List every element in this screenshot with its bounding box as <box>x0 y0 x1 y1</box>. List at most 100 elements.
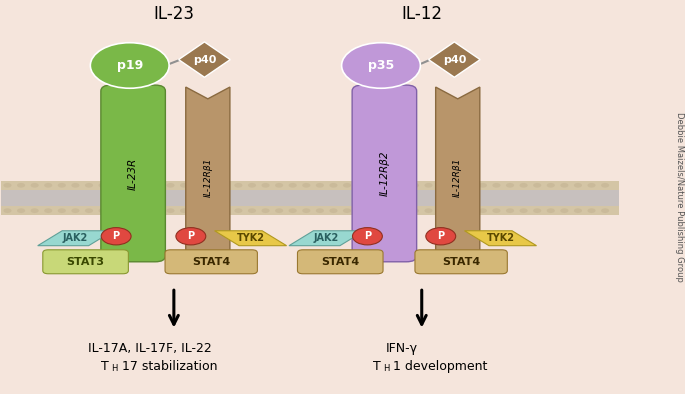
Text: P: P <box>112 231 120 241</box>
Circle shape <box>207 183 215 188</box>
Circle shape <box>234 208 242 213</box>
Text: P: P <box>187 231 195 241</box>
Text: p40: p40 <box>443 55 466 65</box>
Circle shape <box>275 208 283 213</box>
Circle shape <box>288 183 297 188</box>
Circle shape <box>588 183 595 188</box>
Circle shape <box>560 208 569 213</box>
Circle shape <box>426 228 456 245</box>
FancyBboxPatch shape <box>415 250 508 274</box>
Circle shape <box>465 208 473 213</box>
Text: STAT4: STAT4 <box>192 257 230 267</box>
Circle shape <box>85 183 93 188</box>
FancyBboxPatch shape <box>101 85 165 262</box>
Circle shape <box>316 208 324 213</box>
Circle shape <box>194 183 201 188</box>
Circle shape <box>71 183 79 188</box>
Text: IL-17A, IL-17F, IL-22: IL-17A, IL-17F, IL-22 <box>88 342 212 355</box>
Circle shape <box>139 208 147 213</box>
Circle shape <box>506 183 514 188</box>
Circle shape <box>58 208 66 213</box>
Circle shape <box>519 183 527 188</box>
Circle shape <box>438 183 446 188</box>
Circle shape <box>17 183 25 188</box>
Circle shape <box>99 183 107 188</box>
Text: IL-12Rβ1: IL-12Rβ1 <box>203 158 212 197</box>
Circle shape <box>357 183 364 188</box>
Circle shape <box>112 183 121 188</box>
Circle shape <box>316 183 324 188</box>
Circle shape <box>153 208 161 213</box>
FancyBboxPatch shape <box>165 250 258 274</box>
Circle shape <box>370 208 378 213</box>
Circle shape <box>180 183 188 188</box>
Circle shape <box>153 183 161 188</box>
Polygon shape <box>179 42 230 77</box>
Circle shape <box>221 183 229 188</box>
Bar <box>1 181 619 215</box>
Circle shape <box>85 208 93 213</box>
Text: IL-23: IL-23 <box>153 6 195 23</box>
Circle shape <box>329 208 338 213</box>
Circle shape <box>3 183 12 188</box>
Circle shape <box>601 183 609 188</box>
Circle shape <box>465 183 473 188</box>
Circle shape <box>125 208 134 213</box>
Text: IL-12Rβ2: IL-12Rβ2 <box>379 151 389 196</box>
Circle shape <box>221 208 229 213</box>
Circle shape <box>506 208 514 213</box>
Circle shape <box>370 183 378 188</box>
Polygon shape <box>289 231 364 246</box>
Circle shape <box>574 208 582 213</box>
Text: p40: p40 <box>192 55 216 65</box>
Text: TYK2: TYK2 <box>236 233 264 243</box>
Polygon shape <box>429 42 480 77</box>
Circle shape <box>519 208 527 213</box>
Text: IL-12: IL-12 <box>401 6 443 23</box>
Text: STAT4: STAT4 <box>321 257 360 267</box>
Circle shape <box>533 208 541 213</box>
Circle shape <box>99 208 107 213</box>
Circle shape <box>44 183 52 188</box>
Circle shape <box>17 208 25 213</box>
FancyBboxPatch shape <box>352 85 416 262</box>
Text: p35: p35 <box>368 59 394 72</box>
Circle shape <box>44 208 52 213</box>
Circle shape <box>176 228 206 245</box>
Text: Debbie Maizels/Nature Publishing Group: Debbie Maizels/Nature Publishing Group <box>675 112 684 282</box>
Circle shape <box>343 208 351 213</box>
Circle shape <box>588 208 595 213</box>
Circle shape <box>533 183 541 188</box>
Circle shape <box>31 208 39 213</box>
Circle shape <box>207 208 215 213</box>
Text: H: H <box>383 364 389 373</box>
Circle shape <box>342 43 421 88</box>
Circle shape <box>438 208 446 213</box>
Circle shape <box>248 208 256 213</box>
Polygon shape <box>464 231 536 246</box>
Circle shape <box>451 183 460 188</box>
Circle shape <box>71 208 79 213</box>
Circle shape <box>574 183 582 188</box>
Polygon shape <box>38 231 113 246</box>
Circle shape <box>262 183 270 188</box>
Circle shape <box>58 183 66 188</box>
Circle shape <box>601 208 609 213</box>
Circle shape <box>125 183 134 188</box>
Circle shape <box>425 183 433 188</box>
Polygon shape <box>186 87 230 256</box>
Circle shape <box>479 208 487 213</box>
Text: 17 stabilization: 17 stabilization <box>121 360 217 373</box>
Circle shape <box>479 183 487 188</box>
Circle shape <box>31 183 39 188</box>
Text: TYK2: TYK2 <box>486 233 514 243</box>
Circle shape <box>275 183 283 188</box>
Text: STAT3: STAT3 <box>66 257 105 267</box>
Circle shape <box>560 183 569 188</box>
Text: JAK2: JAK2 <box>63 233 88 243</box>
Circle shape <box>353 228 382 245</box>
Circle shape <box>384 208 392 213</box>
Circle shape <box>411 183 419 188</box>
Bar <box>1 190 619 206</box>
Circle shape <box>425 208 433 213</box>
